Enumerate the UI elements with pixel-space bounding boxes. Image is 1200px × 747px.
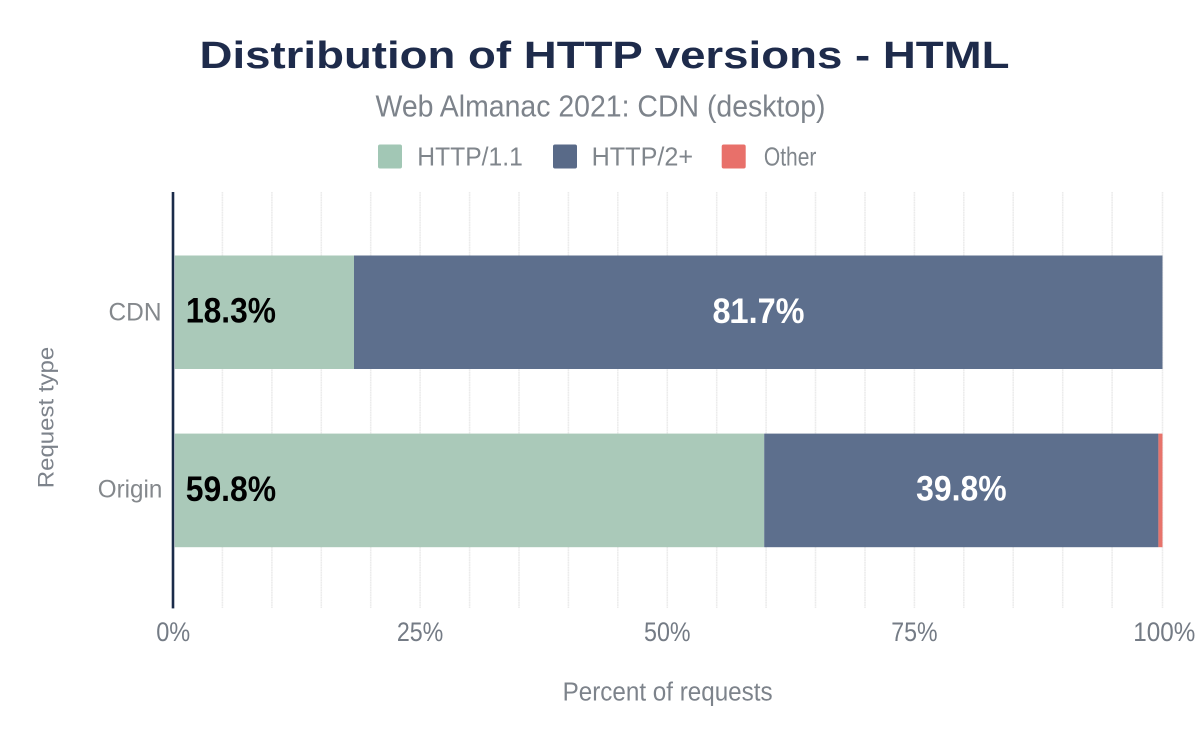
svg-text:HTTP/1.1: HTTP/1.1: [417, 142, 523, 172]
svg-text:75%: 75%: [891, 617, 937, 647]
svg-text:HTTP/2+: HTTP/2+: [592, 142, 694, 172]
svg-text:CDN: CDN: [109, 298, 162, 326]
svg-text:18.3%: 18.3%: [186, 292, 276, 331]
svg-text:Origin: Origin: [98, 476, 163, 504]
svg-text:Request type: Request type: [34, 347, 59, 489]
svg-text:Distribution of HTTP versions: Distribution of HTTP versions - HTML: [200, 34, 1010, 77]
svg-text:Web Almanac 2021: CDN (desktop: Web Almanac 2021: CDN (desktop): [376, 88, 826, 123]
svg-text:0%: 0%: [156, 617, 190, 647]
svg-text:39.8%: 39.8%: [916, 470, 1007, 509]
svg-text:Other: Other: [764, 142, 817, 172]
svg-text:50%: 50%: [644, 617, 691, 647]
svg-text:25%: 25%: [397, 617, 444, 647]
svg-text:100%: 100%: [1133, 617, 1195, 647]
svg-text:81.7%: 81.7%: [713, 292, 805, 331]
svg-text:59.8%: 59.8%: [186, 470, 277, 509]
svg-text:Percent of requests: Percent of requests: [563, 678, 773, 706]
